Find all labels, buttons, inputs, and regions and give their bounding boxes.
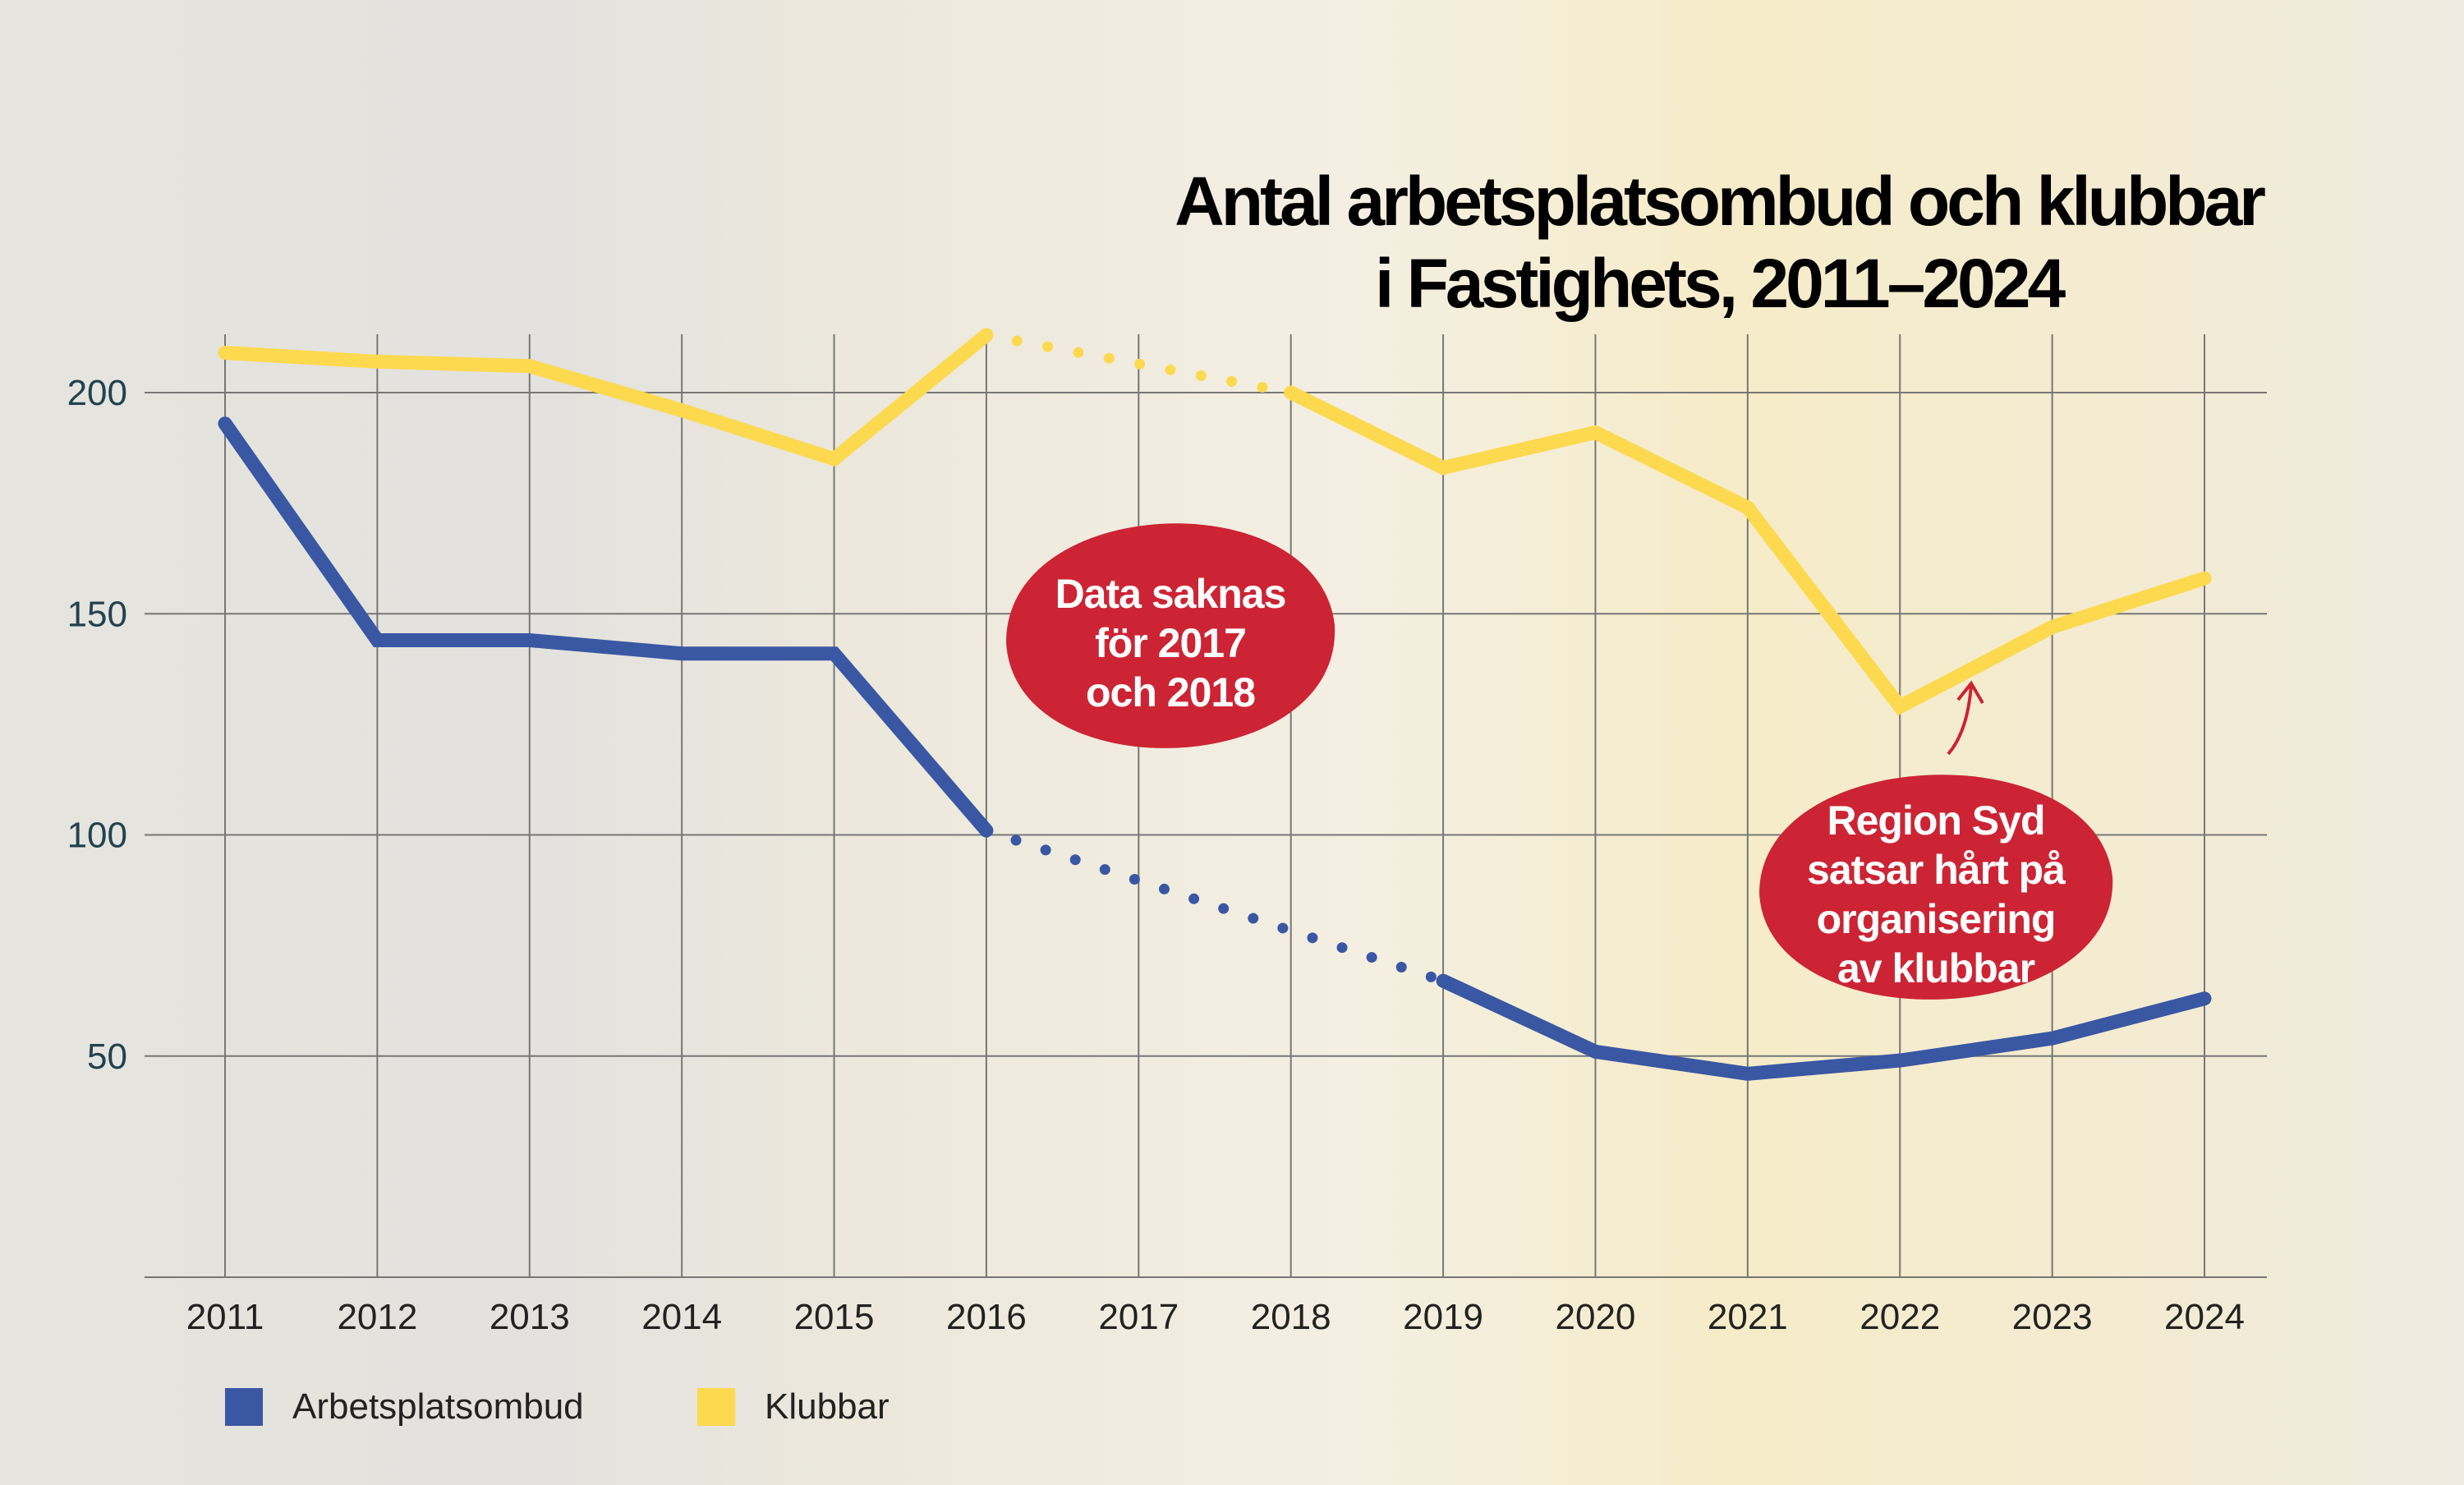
- data-point: [1899, 706, 1901, 708]
- data-point: [833, 652, 835, 655]
- legend-item-arbetsplatsombud: Arbetsplatsombud: [225, 1386, 584, 1428]
- data-point: [376, 361, 379, 363]
- annotation-data-missing-text: Data saknas: [1055, 571, 1286, 617]
- annotation-data-missing-text: för 2017: [1095, 620, 1246, 666]
- x-tick-label: 2017: [1098, 1297, 1179, 1337]
- series-gap-dotted-1: [981, 329, 1297, 398]
- data-point: [528, 365, 531, 367]
- annotation-region-syd-bubble: [1759, 775, 2113, 1000]
- y-tick-label: 150: [67, 594, 127, 634]
- y-tick-label: 200: [67, 373, 127, 413]
- series-gap-dotted-0: [981, 825, 1449, 986]
- x-tick-label: 2011: [186, 1297, 264, 1337]
- data-point: [681, 409, 683, 411]
- x-tick-label: 2020: [1556, 1297, 1636, 1337]
- data-point: [985, 830, 987, 832]
- series-line-arbetsplatsombud: [218, 416, 994, 838]
- chart-title: Antal arbetsplatsombud och klubbar i Fas…: [1175, 160, 2266, 324]
- x-tick-label: 2021: [1708, 1297, 1788, 1337]
- legend-item-klubbar: Klubbar: [697, 1386, 890, 1428]
- data-point: [1746, 1073, 1749, 1075]
- x-tick-label: 2024: [2164, 1297, 2245, 1337]
- x-tick-label: 2023: [2012, 1297, 2093, 1337]
- x-tick-label: 2012: [337, 1297, 417, 1337]
- x-tick-label: 2014: [641, 1297, 722, 1337]
- data-point: [1594, 1051, 1597, 1053]
- data-point: [376, 639, 379, 641]
- data-point: [1289, 392, 1292, 393]
- x-tick-label: 2016: [946, 1297, 1027, 1337]
- annotation-region-syd-text: av klubbar: [1837, 945, 2035, 991]
- x-tick-label: 2019: [1403, 1297, 1483, 1337]
- data-point: [2051, 626, 2053, 628]
- y-tick-label: 50: [87, 1037, 127, 1077]
- title-line-1: Antal arbetsplatsombud och klubbar: [1175, 163, 2266, 240]
- annotation-data-missing-text: och 2018: [1086, 669, 1255, 715]
- series-line-klubbar: [218, 328, 994, 467]
- y-tick-label: 100: [67, 816, 127, 856]
- data-point: [833, 457, 835, 460]
- data-point: [1594, 431, 1597, 434]
- data-point: [1442, 467, 1445, 469]
- data-point: [224, 422, 226, 425]
- legend-label: Arbetsplatsombud: [292, 1386, 584, 1427]
- data-point: [1442, 980, 1445, 982]
- data-point: [2204, 577, 2205, 580]
- data-point: [224, 352, 226, 354]
- annotation-region-syd-text: satsar hårt på: [1807, 847, 2066, 893]
- x-tick-label: 2013: [490, 1297, 570, 1337]
- data-point: [1899, 1060, 1901, 1062]
- data-point: [681, 652, 683, 655]
- data-point: [2204, 997, 2205, 1000]
- annotation-arrow: [1947, 680, 1984, 756]
- series-line-arbetsplatsombud: [1436, 973, 2212, 1081]
- annotation-region-syd-text: Region Syd: [1827, 798, 2044, 844]
- legend-label: Klubbar: [765, 1386, 890, 1427]
- data-point: [1746, 507, 1749, 509]
- x-tick-label: 2022: [1859, 1297, 1940, 1337]
- x-tick-label: 2015: [794, 1297, 875, 1337]
- data-point: [985, 333, 987, 336]
- legend-swatch-blue: [225, 1388, 263, 1426]
- annotation-data-missing-bubble: [1006, 523, 1335, 748]
- annotation-region-syd-text: organisering: [1817, 896, 2056, 942]
- x-tick-label: 2018: [1251, 1297, 1331, 1337]
- data-point: [2051, 1037, 2053, 1040]
- data-point: [528, 639, 531, 641]
- legend-swatch-yellow: [697, 1388, 735, 1426]
- title-line-2: i Fastighets, 2011–2024: [1374, 245, 2066, 322]
